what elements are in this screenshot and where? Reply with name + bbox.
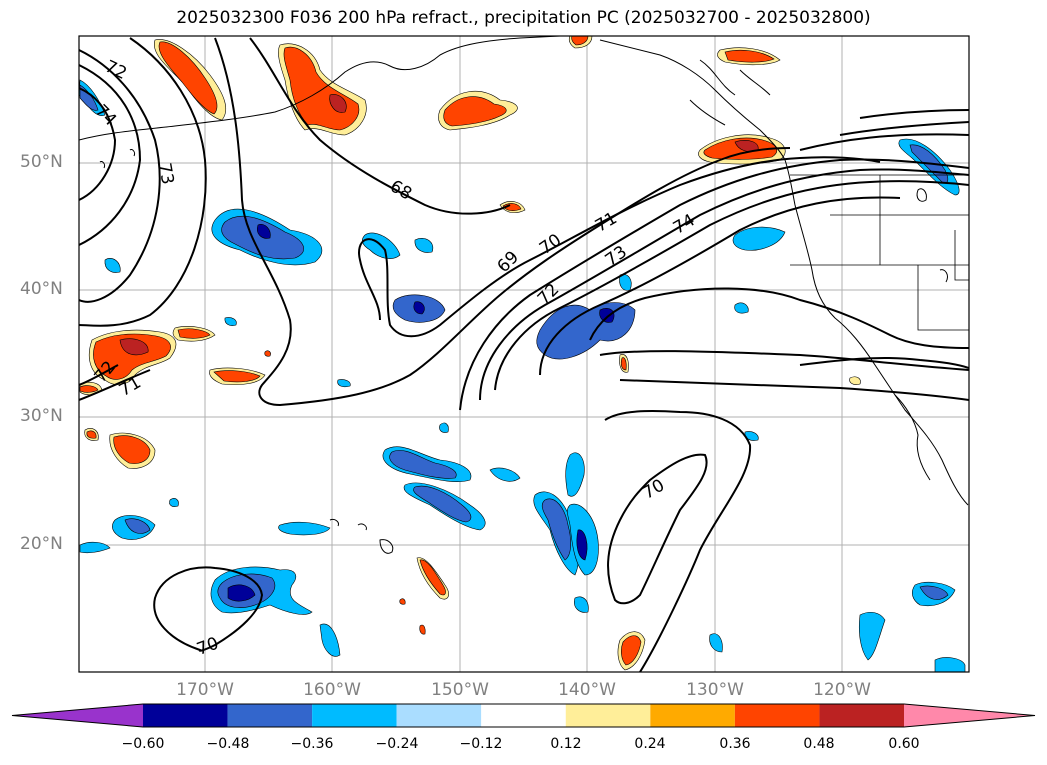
colorbar-tick: −0.24 [375, 736, 419, 752]
height-contours [79, 37, 969, 672]
lat-label-40n: 40°N [20, 279, 63, 299]
colorbar-outline [11, 703, 1036, 728]
colorbar-segment [734, 704, 820, 727]
colorbar-segment [227, 704, 313, 727]
contour-label: 73 [154, 161, 177, 186]
map-panel: 72 74 73 68 69 70 71 72 73 74 70 70 71 7… [78, 35, 970, 673]
coastlines [79, 36, 969, 554]
colorbar-segment [650, 704, 735, 727]
map-frame [78, 35, 970, 673]
colorbar-tick: 0.12 [550, 736, 582, 752]
contour-label: 72 [534, 280, 563, 309]
colorbar-tick: −0.48 [206, 736, 250, 752]
colorbar-segment [904, 704, 1035, 727]
positive-anomaly-areas [79, 36, 861, 671]
map-title: 2025032300 F036 200 hPa refract., precip… [176, 8, 871, 28]
contour-label: 70 [639, 476, 668, 504]
colorbar-segment [481, 704, 566, 727]
colorbar-tick: −0.36 [290, 736, 334, 752]
contour-label: 71 [592, 208, 621, 236]
colorbar-segment [12, 704, 143, 727]
contour-label: 73 [602, 242, 631, 271]
lon-label-170w: 170°W [176, 680, 234, 700]
colorbar-tick: 0.60 [888, 736, 920, 752]
contour-label: 68 [386, 176, 415, 204]
colorbar-tick: 0.48 [803, 736, 835, 752]
lat-label-20n: 20°N [20, 534, 63, 554]
colorbar-tick: 0.36 [719, 736, 751, 752]
colorbar-tick: 0.24 [634, 736, 666, 752]
lon-label-140w: 140°W [558, 680, 616, 700]
colorbar-segment [565, 704, 651, 727]
colorbar-segment [312, 704, 397, 727]
contour-label: 70 [194, 634, 221, 660]
contour-label: 72 [102, 57, 130, 84]
lon-label-120w: 120°W [813, 680, 871, 700]
lon-label-160w: 160°W [303, 680, 361, 700]
lon-label-150w: 150°W [431, 680, 489, 700]
lat-label-50n: 50°N [20, 152, 63, 172]
colorbar-tick: −0.60 [121, 736, 165, 752]
colorbar-segment [396, 704, 482, 727]
contour-label: 69 [494, 247, 523, 276]
colorbar-segment [143, 704, 228, 727]
gridlines [79, 36, 969, 672]
colorbar-segment [819, 704, 904, 727]
colorbar-tick: −0.12 [459, 736, 503, 752]
lat-label-30n: 30°N [20, 406, 63, 426]
lon-label-130w: 130°W [686, 680, 744, 700]
